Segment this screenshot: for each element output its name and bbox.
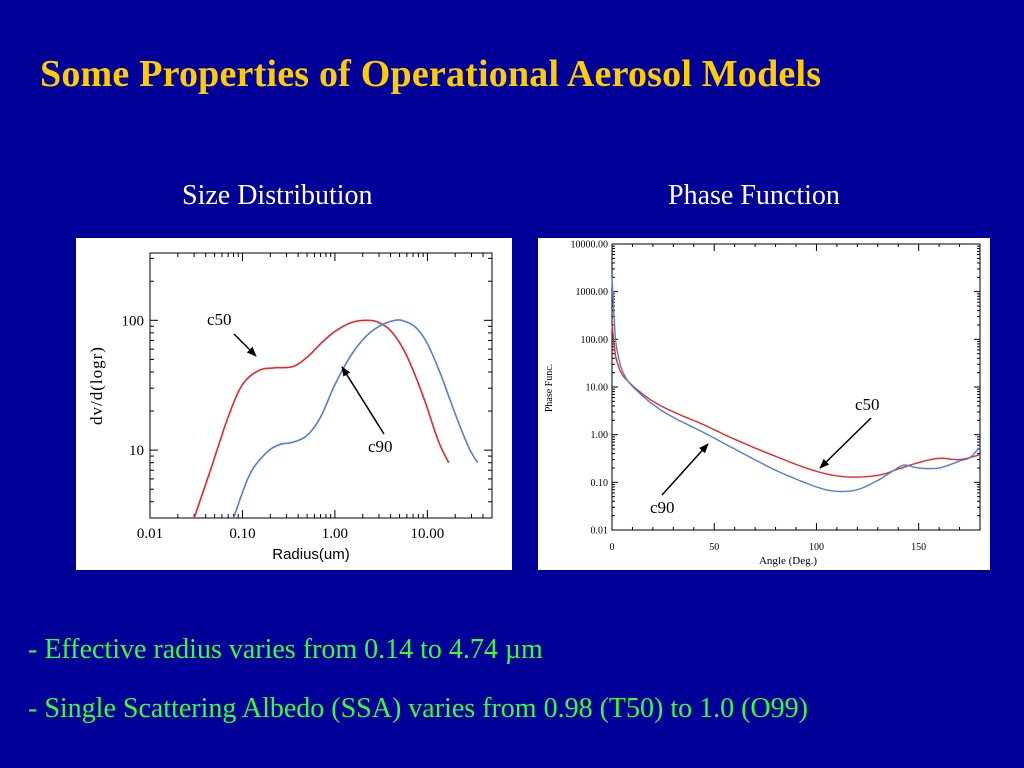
plot-frame	[611, 243, 981, 531]
x-tick-label: 10.00	[410, 526, 444, 542]
plot-frame	[149, 252, 493, 519]
y-tick-label: 100	[122, 313, 145, 329]
y-tick-label: 1.00	[591, 430, 609, 441]
x-tick-label: 0.01	[137, 526, 163, 542]
y-axis-label: Phase Func.	[544, 364, 555, 412]
annotation-c50-arrow	[819, 417, 872, 469]
y-tick-label: 10	[129, 443, 144, 459]
series-c90-line	[611, 277, 981, 493]
annotation-c90-arrow	[341, 366, 385, 435]
x-tick-label: 150	[911, 542, 926, 553]
annotation-c50: c50	[207, 310, 232, 329]
x-tick-label: 1.00	[322, 526, 348, 542]
y-axis-label: dv/d(logr)	[87, 346, 106, 425]
slide-title: Some Properties of Operational Aerosol M…	[40, 53, 822, 95]
y-tick-label: 0.01	[591, 526, 609, 537]
x-tick-label: 0.10	[229, 526, 255, 542]
y-tick-label: 0.10	[591, 478, 609, 489]
annotation-c90: c90	[650, 498, 675, 517]
x-axis-label: Angle (Deg.)	[759, 555, 817, 567]
y-tick-label: 100.00	[581, 335, 609, 346]
size-distribution-chart: 0.01 0.10 1.00 10.00 100 10 Radius(um) dv/d(log…	[87, 252, 493, 563]
size-distribution-heading: Size Distribution	[182, 180, 373, 211]
series-c50-line	[611, 324, 981, 478]
x-tick-label: 50	[709, 542, 719, 553]
phase-function-panel: 0 50 100 150 10000.00 1000.00 100.00 10.00 1.00 0…	[538, 238, 990, 570]
x-tick-label: 0	[610, 542, 615, 553]
phase-function-heading: Phase Function	[668, 180, 840, 211]
annotation-c90-arrow	[661, 443, 709, 496]
annotation-c50-arrow	[233, 333, 257, 357]
series-c50-line	[193, 319, 450, 519]
bullet-effective-radius: - Effective radius varies from 0.14 to 4…	[28, 634, 543, 665]
phase-function-chart: 0 50 100 150 10000.00 1000.00 100.00 10.00 1.00 0…	[544, 240, 981, 567]
y-tick-label: 10.00	[586, 383, 609, 394]
bullet-ssa: - Single Scattering Albedo (SSA) varies …	[28, 693, 808, 724]
x-tick-label: 100	[809, 542, 824, 553]
y-tick-label: 1000.00	[576, 287, 609, 298]
series-c90-line	[232, 319, 479, 519]
y-tick-label: 10000.00	[571, 240, 609, 251]
size-distribution-panel: 0.01 0.10 1.00 10.00 100 10 Radius(um) dv/d(log…	[76, 238, 512, 570]
annotation-c90: c90	[368, 437, 393, 456]
x-axis-label: Radius(um)	[272, 546, 350, 563]
annotation-c50: c50	[855, 395, 880, 414]
